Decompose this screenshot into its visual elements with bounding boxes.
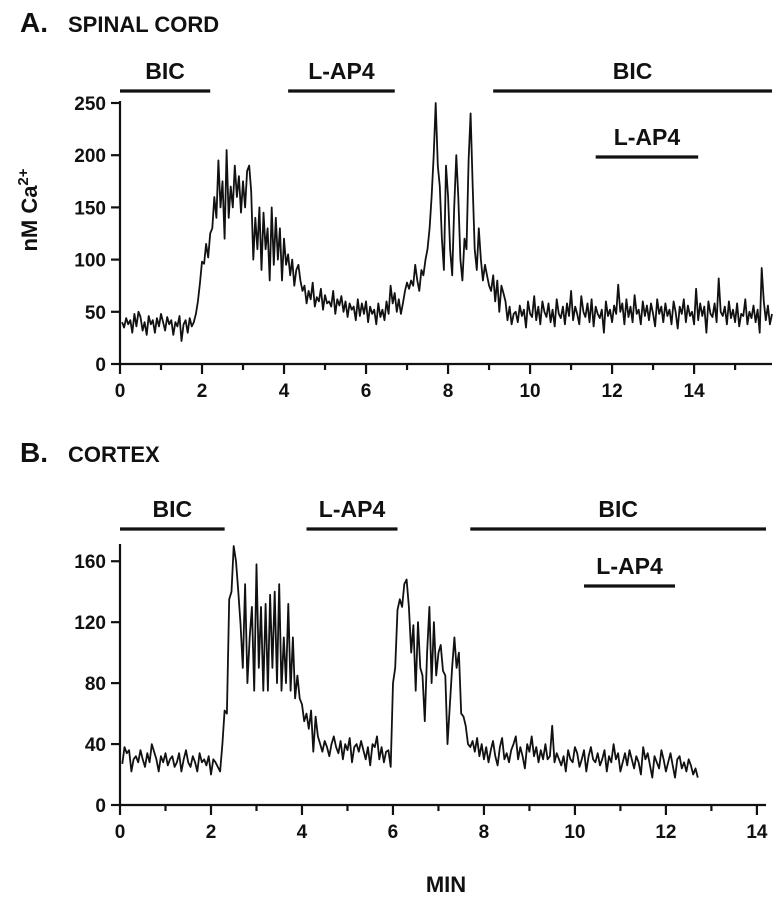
y-tick-label: 200 [74,146,106,167]
y-tick-label: 250 [74,94,106,115]
drug-bar-bic-label: BIC [613,58,653,84]
x-tick-label: 14 [684,381,706,402]
panel-b-cortex: B. CORTEX BIC L-AP4 BIC L-AP4 0 40 80 120 160 0 2… [20,437,768,897]
y-tick-label: 50 [85,303,106,324]
x-tick-label: 2 [206,822,217,843]
panel-a-title: SPINAL CORD [68,12,219,37]
x-tick-label: 8 [443,381,454,402]
panel-b-axes: 0 40 80 120 160 0 2 4 6 8 10 12 14 [74,544,768,843]
drug-bar-l-ap4-label: L-AP4 [596,553,663,579]
y-tick-label: 40 [85,735,106,756]
y-tick-label: 120 [74,613,106,634]
drug-bar-l-ap4-label: L-AP4 [308,58,375,84]
drug-bar-bic-label: BIC [598,496,638,522]
x-tick-label: 8 [479,822,490,843]
panel-b-drug-bars: BIC L-AP4 BIC L-AP4 [120,496,766,588]
panel-a-axes: 0 50 100 150 200 250 0 2 4 6 8 10 12 14 [74,94,772,402]
y-tick-label: 80 [85,674,106,695]
x-tick-label: 6 [361,381,372,402]
drug-bar-bic-label: BIC [153,496,193,522]
drug-bar-bic-label: BIC [145,58,185,84]
x-tick-label: 10 [564,822,585,843]
x-tick-label: 0 [115,822,126,843]
panel-b-calcium-trace [121,545,699,779]
y-tick-label: 150 [74,198,106,219]
panel-a-drug-bars: BIC L-AP4 BIC L-AP4 [120,58,772,159]
panel-a-y-axis-title: nM Ca2+ [15,168,42,251]
panel-a-calcium-trace [121,102,773,342]
x-tick-label: 2 [197,381,208,402]
x-tick-label: 12 [655,822,676,843]
panel-a-letter: A. [20,7,48,38]
drug-bar-l-ap4-label: L-AP4 [319,496,386,522]
x-tick-label: 6 [388,822,399,843]
panel-b-letter: B. [20,437,48,468]
x-tick-label: 12 [602,381,623,402]
drug-bar-l-ap4-label: L-AP4 [614,124,681,150]
x-tick-label: 10 [519,381,540,402]
x-tick-label: 4 [279,381,290,402]
y-tick-label: 0 [95,355,106,376]
y-tick-label: 160 [74,552,106,573]
y-tick-label: 100 [74,251,106,272]
y-tick-label: 0 [95,796,106,817]
x-axis-title: MIN [426,872,466,897]
x-tick-label: 4 [297,822,308,843]
x-tick-label: 14 [746,822,768,843]
panel-a-spinal-cord: A. SPINAL CORD nM Ca2+ BIC L-AP4 BICL-AP4 … [15,7,773,402]
x-tick-label: 0 [115,381,126,402]
panel-b-title: CORTEX [68,442,160,467]
